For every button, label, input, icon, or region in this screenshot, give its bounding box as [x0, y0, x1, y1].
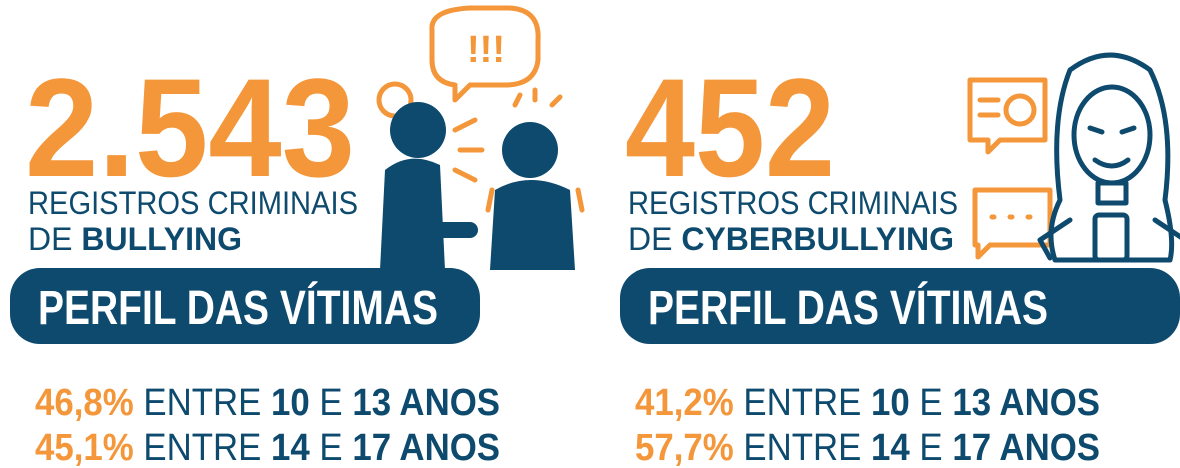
stat-from: 14 [871, 427, 910, 468]
bullying-illustration: !!! [379, 8, 582, 270]
big-number: 2.543 [25, 49, 355, 206]
infographic: !!! 2.543 REGISTROS CRIMINAIS DE BULLYIN… [0, 0, 1180, 468]
stat-line: 41,2% ENTRE 10 E 13 ANOS [635, 382, 1100, 424]
stat-to: 17 ANOS [352, 427, 500, 468]
cyberbullying-illustration [970, 55, 1180, 260]
prefix: DE [28, 221, 72, 257]
stat-percent: 45,1% [35, 427, 134, 468]
stat-from: 10 [871, 382, 910, 424]
stat-to: 17 ANOS [952, 427, 1100, 468]
stat-between: ENTRE [743, 427, 861, 468]
prefix: DE [628, 221, 672, 257]
stat-from: 10 [271, 382, 310, 424]
big-number: 452 [625, 49, 835, 206]
stat-from: 14 [271, 427, 310, 468]
records-label: REGISTROS CRIMINAIS [28, 185, 358, 221]
stat-and: E [319, 427, 342, 468]
records-label: REGISTROS CRIMINAIS [628, 185, 958, 221]
type: BULLYING [81, 221, 242, 257]
stat-and: E [319, 382, 342, 424]
stat-between: ENTRE [143, 427, 261, 468]
banner-text: PERFIL DAS VÍTIMAS [38, 281, 438, 335]
banner-text: PERFIL DAS VÍTIMAS [648, 281, 1048, 335]
records-type: DE BULLYING [28, 221, 242, 257]
stat-to: 13 ANOS [952, 382, 1100, 424]
stat-and: E [919, 382, 942, 424]
type: CYBERBULLYING [681, 221, 954, 257]
stat-percent: 57,7% [635, 427, 734, 468]
stat-and: E [919, 427, 942, 468]
stat-between: ENTRE [743, 382, 861, 424]
bubble-text: !!! [467, 29, 505, 71]
stat-percent: 41,2% [635, 382, 734, 424]
stat-between: ENTRE [143, 382, 261, 424]
stat-line: 46,8% ENTRE 10 E 13 ANOS [35, 382, 500, 424]
stat-percent: 46,8% [35, 382, 134, 424]
stat-to: 13 ANOS [352, 382, 500, 424]
stat-line: 57,7% ENTRE 14 E 17 ANOS [635, 427, 1100, 468]
stat-line: 45,1% ENTRE 14 E 17 ANOS [35, 427, 500, 468]
records-type: DE CYBERBULLYING [628, 221, 954, 257]
